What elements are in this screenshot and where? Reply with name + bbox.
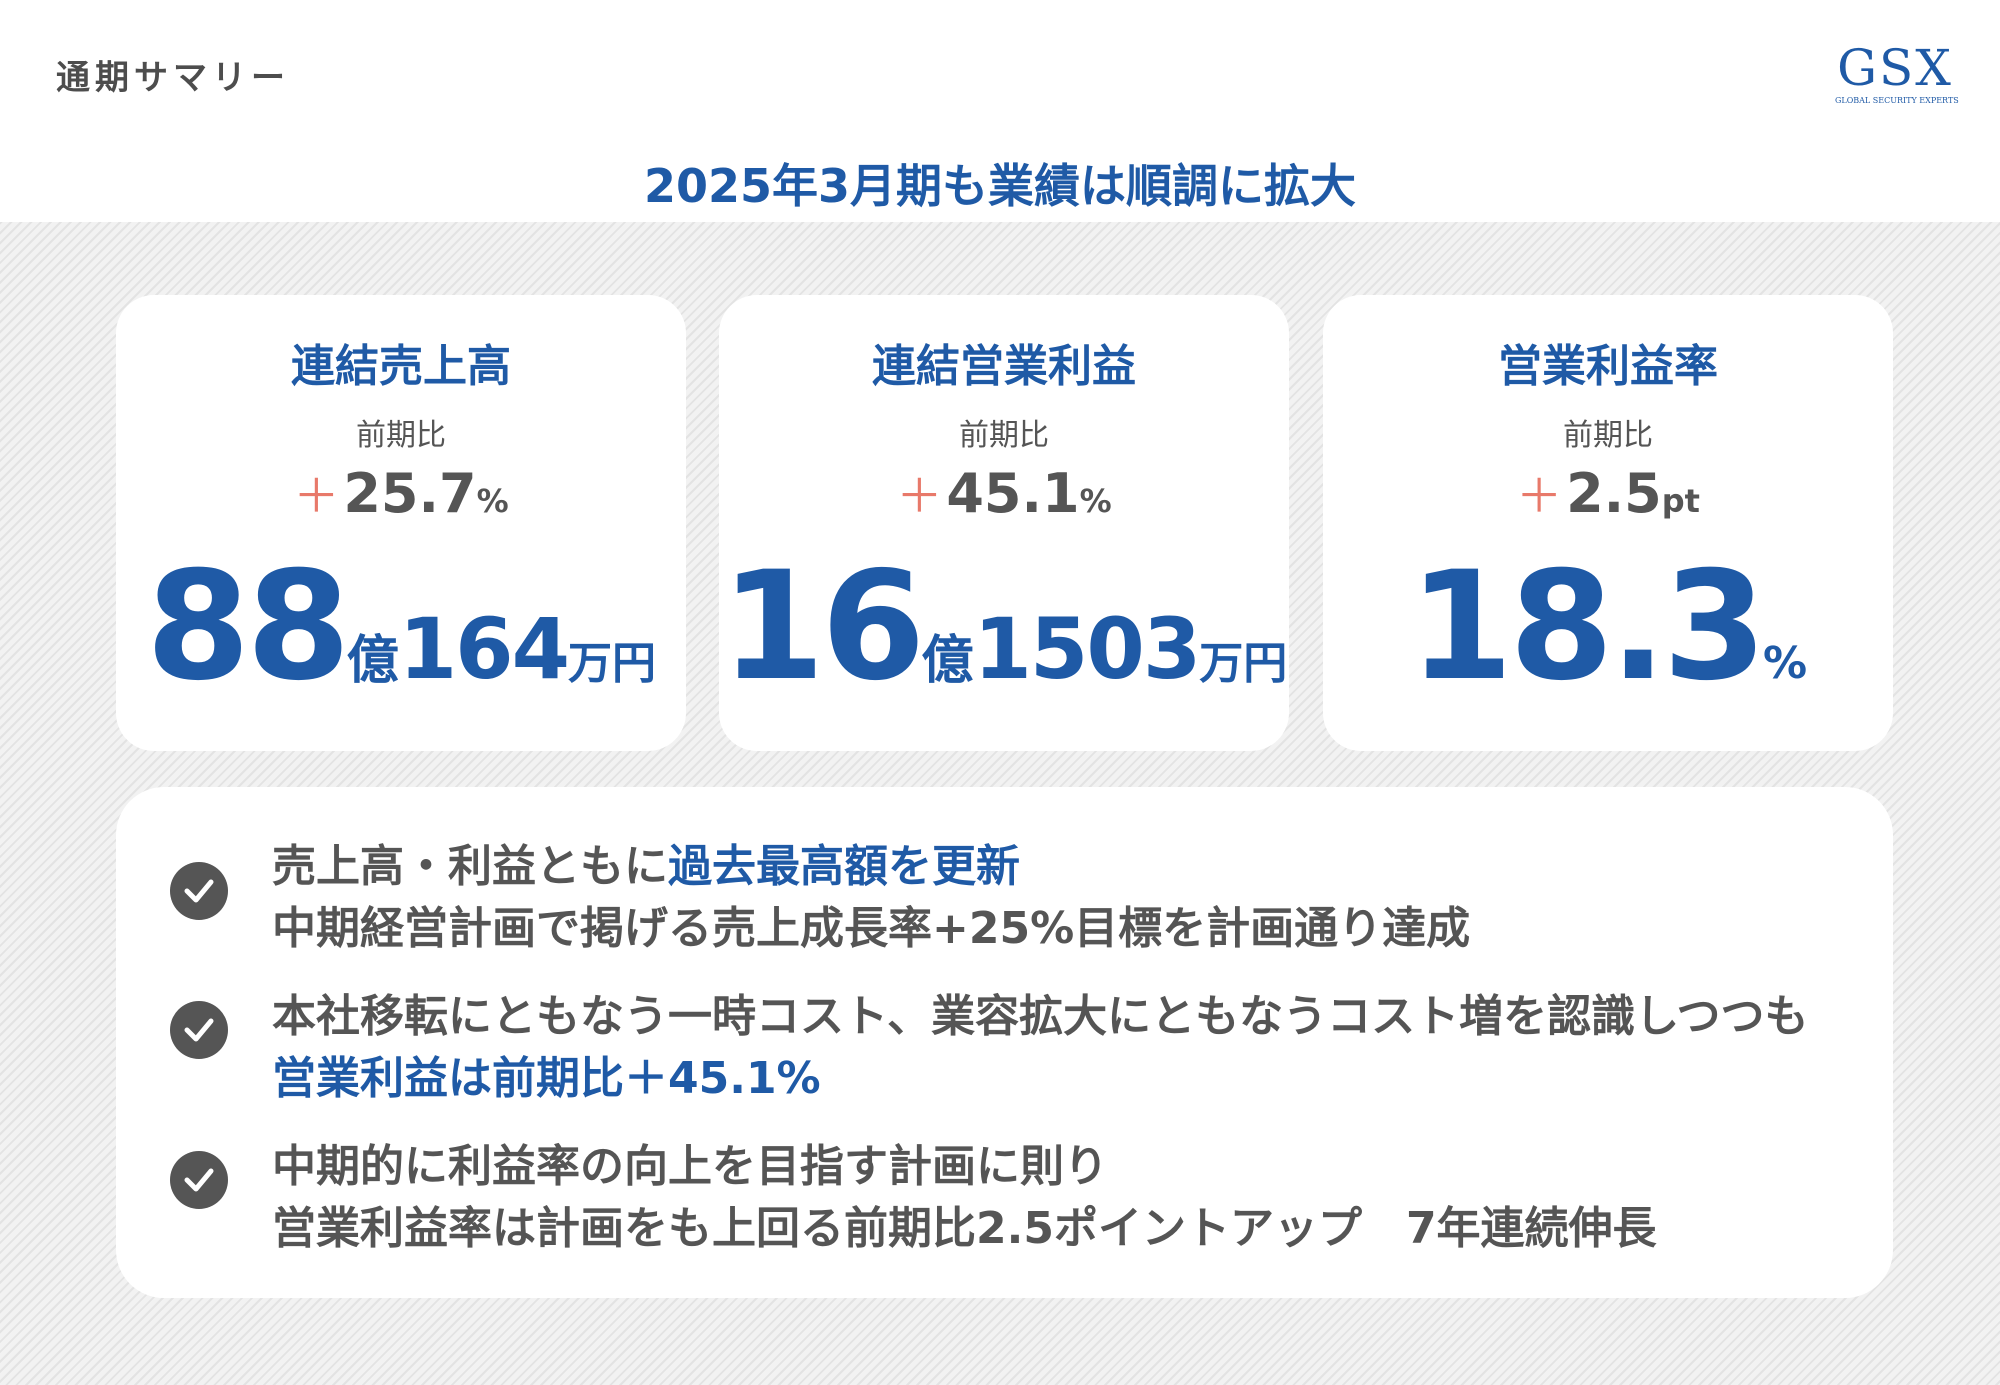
page-title: 通期サマリー [56, 58, 290, 98]
check-circle-icon [170, 1151, 228, 1209]
summary-bullets: 売上高・利益ともに過去最高額を更新 中期経営計画で掲げる売上成長率+25%目標を… [116, 787, 1893, 1298]
bullet-line-1: 中期的に利益率の向上を目指す計画に則り [272, 1141, 1108, 1192]
card-comparison-label: 前期比 [1563, 418, 1653, 453]
bullet-line-1: 売上高・利益ともに過去最高額を更新 [272, 837, 1020, 897]
card-operating-margin: 営業利益率 前期比 ＋2.5pt 18.3% [1323, 295, 1893, 751]
card-consolidated-sales: 連結売上高 前期比 ＋25.7% 88億164万円 [116, 295, 686, 751]
bullet-line-2: 営業利益率は計画をも上回る前期比2.5ポイントアップ 7年連続伸長 [272, 1203, 1657, 1254]
value-man-number: 164 [398, 600, 570, 698]
headline: 2025年3月期も業績は順調に拡大 [643, 159, 1357, 213]
bullet-line-2: 中期経営計画で掲げる売上成長率+25%目標を計画通り達成 [272, 903, 1471, 954]
value-oku-number: 88 [145, 540, 351, 714]
value-percent-number: 18.3 [1408, 540, 1767, 714]
card-main-value: 88億164万円 [116, 540, 686, 714]
card-main-value: 18.3% [1323, 540, 1893, 714]
logo-sub-text: GLOBAL SECURITY EXPERTS [1835, 96, 1959, 105]
card-delta: ＋2.5pt [1323, 460, 1893, 526]
value-oku-unit: 億 [346, 631, 399, 691]
gsx-logo: GSX GLOBAL SECURITY EXPERTS [1835, 39, 1959, 105]
card-delta: ＋25.7% [116, 460, 686, 526]
card-title: 連結売上高 [291, 341, 511, 392]
value-oku-number: 16 [720, 540, 926, 714]
bullet-highlight: 営業利益は前期比＋45.1% [272, 1053, 821, 1104]
card-delta: ＋45.1% [719, 460, 1289, 526]
bullet-text: 売上高・利益ともに [272, 841, 668, 892]
card-title: 連結営業利益 [872, 341, 1136, 392]
check-circle-icon [170, 862, 228, 920]
value-percent-unit: % [1763, 638, 1808, 689]
value-man-unit: 万円 [568, 638, 657, 689]
check-circle-icon [170, 1001, 228, 1059]
plus-sign: ＋ [293, 469, 340, 523]
delta-value: 45.1 [946, 462, 1080, 525]
delta-value: 25.7 [343, 462, 477, 525]
value-man-unit: 万円 [1199, 638, 1288, 689]
header: 通期サマリー GSX GLOBAL SECURITY EXPERTS 2025年… [0, 0, 2000, 222]
bullet-line-1: 本社移転にともなう一時コスト、業容拡大にともなうコスト増を認識しつつも [272, 991, 1809, 1042]
card-title: 営業利益率 [1498, 341, 1718, 392]
plus-sign: ＋ [1516, 469, 1563, 523]
card-comparison-label: 前期比 [356, 418, 446, 453]
value-oku-unit: 億 [921, 631, 974, 691]
card-main-value: 16億1503万円 [719, 540, 1289, 714]
bullet-highlight: 過去最高額を更新 [668, 841, 1020, 892]
value-man-number: 1503 [973, 600, 1201, 698]
card-consolidated-operating-profit: 連結営業利益 前期比 ＋45.1% 16億1503万円 [719, 295, 1289, 751]
card-comparison-label: 前期比 [959, 418, 1049, 453]
delta-value: 2.5 [1566, 462, 1662, 525]
delta-unit: pt [1661, 482, 1700, 520]
delta-unit: % [476, 482, 509, 520]
delta-unit: % [1079, 482, 1112, 520]
plus-sign: ＋ [896, 469, 943, 523]
logo-main-text: GSX [1837, 39, 1953, 97]
